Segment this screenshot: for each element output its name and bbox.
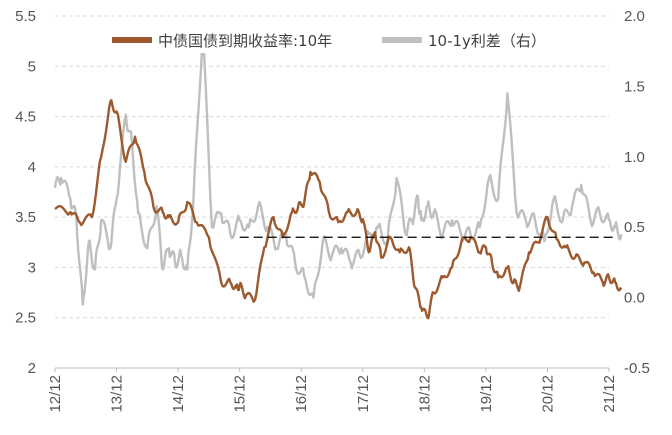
y-left-tick-label: 5.5 bbox=[15, 8, 36, 25]
x-tick-label: 13/12 bbox=[109, 375, 126, 413]
y-right-tick-label: 1.0 bbox=[624, 149, 645, 166]
y-right-tick-label: 1.5 bbox=[624, 78, 645, 95]
y-right-tick-label: 0.5 bbox=[624, 219, 645, 236]
series-line-yield bbox=[54, 99, 623, 320]
y-left-tick-label: 3.5 bbox=[15, 209, 36, 226]
y-left-tick-label: 2.5 bbox=[15, 310, 36, 327]
grid bbox=[55, 15, 609, 319]
x-tick-label: 18/12 bbox=[416, 375, 433, 413]
x-tick-label: 20/12 bbox=[539, 375, 556, 413]
y-axis-right: -0.5 0.0 0.5 1.0 1.5 2.0 bbox=[624, 8, 650, 377]
legend-label-yield: 中债国债到期收益率:10年 bbox=[158, 32, 332, 50]
x-tick-label: 21/12 bbox=[601, 375, 618, 413]
x-tick-label: 19/12 bbox=[478, 375, 495, 413]
x-tick-label: 14/12 bbox=[170, 375, 187, 413]
y-right-tick-label: 2.0 bbox=[624, 8, 645, 25]
y-left-tick-label: 4.5 bbox=[15, 109, 36, 126]
y-right-tick-label: -0.5 bbox=[624, 360, 650, 377]
series-layer bbox=[53, 28, 623, 320]
y-left-tick-label: 2 bbox=[28, 360, 36, 377]
x-tick-label: 12/12 bbox=[47, 375, 64, 413]
y-left-tick-label: 3 bbox=[28, 259, 36, 276]
legend: 中债国债到期收益率:10年 10-1y利差（右） bbox=[110, 25, 546, 53]
x-axis: 12/12 13/12 14/12 15/12 16/12 17/12 18/12 19/12… bbox=[47, 368, 618, 413]
y-axis-left: 2 2.5 3 3.5 4 4.5 5 5.5 bbox=[15, 8, 36, 377]
y-left-tick-label: 5 bbox=[28, 58, 36, 75]
x-tick-label: 17/12 bbox=[355, 375, 372, 413]
y-left-tick-label: 4 bbox=[28, 159, 36, 176]
x-tick-label: 16/12 bbox=[293, 375, 310, 413]
series-line-spread bbox=[53, 28, 623, 306]
y-right-tick-label: 0.0 bbox=[624, 290, 645, 307]
legend-label-spread: 10-1y利差（右） bbox=[428, 32, 546, 50]
x-tick-label: 15/12 bbox=[232, 375, 249, 413]
